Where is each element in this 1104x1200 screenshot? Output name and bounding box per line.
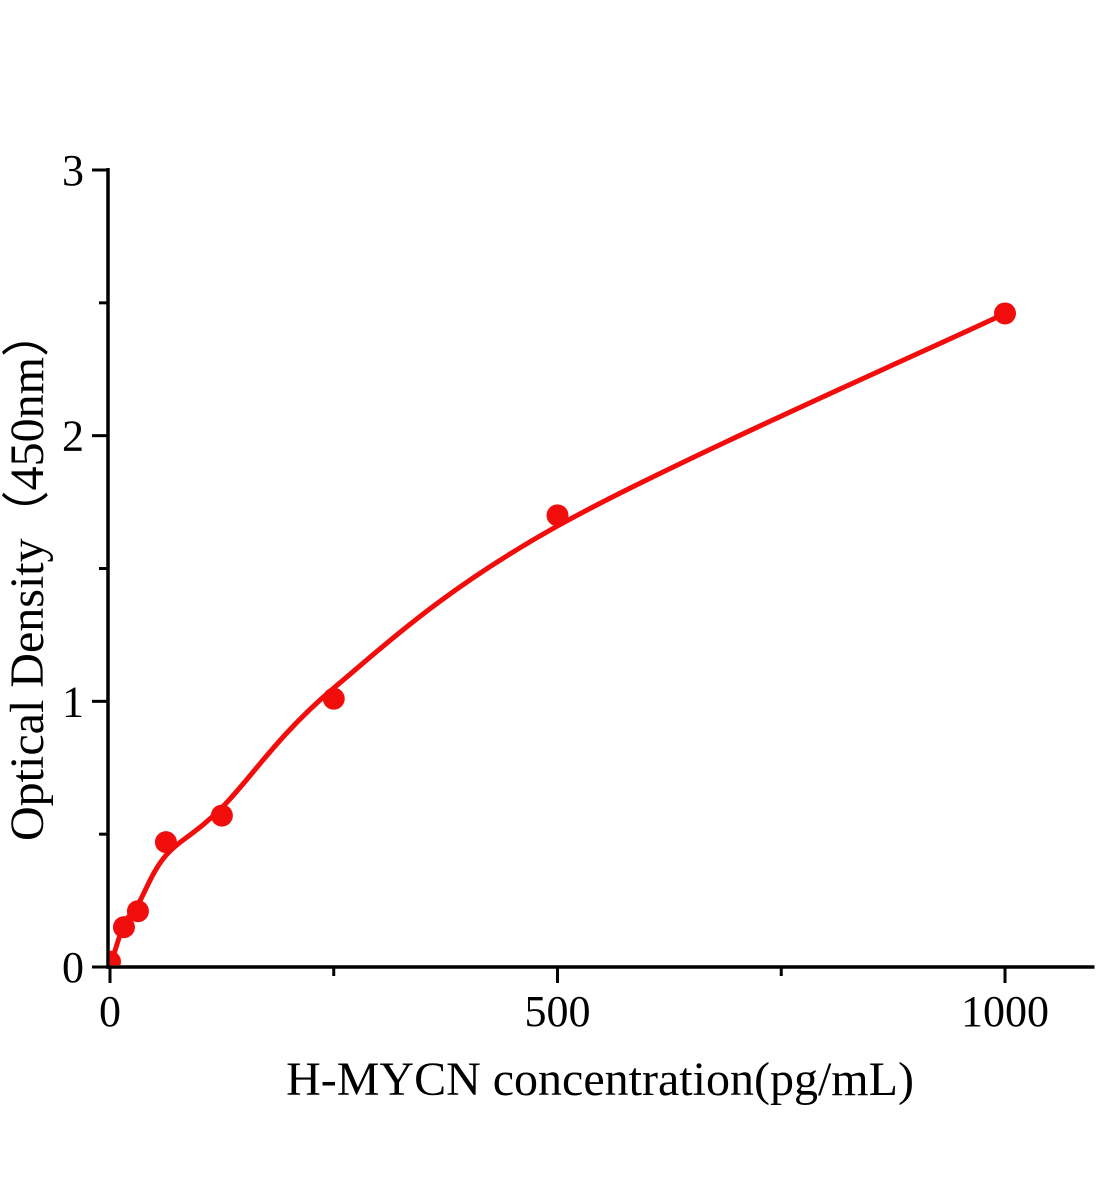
- data-point: [322, 687, 345, 710]
- plot-area: [109, 302, 1016, 966]
- data-point: [109, 950, 121, 966]
- data-point: [112, 916, 135, 939]
- x-axis-title: H-MYCN concentration(pg/mL): [286, 1053, 914, 1106]
- data-point: [210, 804, 233, 827]
- y-tick-label: 2: [62, 412, 84, 461]
- y-tick-label: 1: [62, 677, 84, 726]
- x-tick-label: 1000: [961, 987, 1049, 1036]
- data-point: [154, 831, 177, 854]
- standard-curve-line: [109, 310, 1008, 966]
- y-axis-title: Optical Density（450nm）: [1, 309, 54, 841]
- data-point: [546, 504, 569, 527]
- x-tick-label: 500: [525, 987, 591, 1036]
- x-tick-label: 0: [99, 987, 121, 1036]
- y-tick-label: 0: [62, 943, 84, 992]
- y-tick-label: 3: [62, 146, 84, 195]
- data-point: [994, 302, 1016, 325]
- data-point: [126, 900, 149, 923]
